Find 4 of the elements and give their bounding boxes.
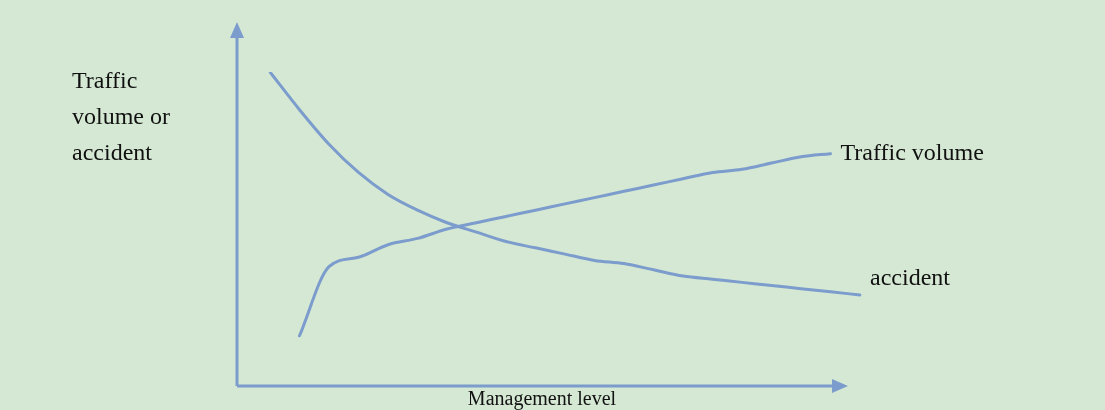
series-label: accident: [870, 264, 951, 291]
series-label: Traffic volume: [840, 138, 984, 165]
x-axis-title: Management level: [466, 387, 618, 409]
y-axis-title: Traffic volume or accident: [72, 66, 171, 167]
